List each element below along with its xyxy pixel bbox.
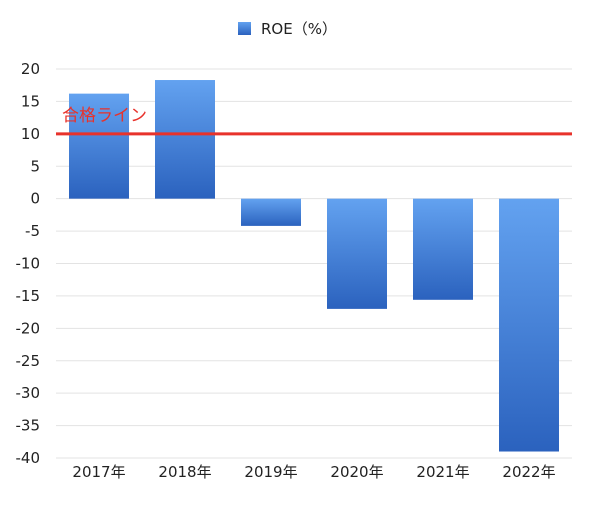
y-axis: 20 15 10 5 0 -5 -10 -15 -20 -25 -30 -35 -40 <box>16 60 41 467</box>
x-axis: 2017年 2018年 2019年 2020年 2021年 2022年 <box>72 463 555 481</box>
y-tick-label: -20 <box>16 319 41 337</box>
bar <box>241 198 301 226</box>
bar <box>499 198 559 452</box>
bar <box>69 93 129 199</box>
legend: ROE（%） <box>238 20 337 38</box>
y-tick-label: -10 <box>16 255 41 273</box>
grid <box>56 68 572 459</box>
reference-line-label: 合格ライン <box>62 106 147 126</box>
y-tick-label: -35 <box>16 417 41 435</box>
y-tick-label: -25 <box>16 352 41 370</box>
y-tick-label: 5 <box>30 157 40 175</box>
x-tick-label: 2018年 <box>158 463 211 481</box>
bar <box>155 80 215 199</box>
legend-swatch <box>238 22 251 35</box>
x-tick-label: 2022年 <box>502 463 555 481</box>
y-tick-label: 10 <box>21 125 40 143</box>
bars <box>69 80 559 452</box>
x-tick-label: 2017年 <box>72 463 125 481</box>
y-tick-label: -5 <box>25 222 40 240</box>
y-tick-label: -15 <box>16 287 41 305</box>
y-tick-label: -40 <box>16 449 41 467</box>
x-tick-label: 2020年 <box>330 463 383 481</box>
y-tick-label: 0 <box>30 190 40 208</box>
bar <box>327 198 387 309</box>
reference-line-group: 合格ライン <box>56 106 572 136</box>
x-tick-label: 2021年 <box>416 463 469 481</box>
x-tick-label: 2019年 <box>244 463 297 481</box>
legend-label: ROE（%） <box>261 20 337 38</box>
bar <box>413 198 473 300</box>
y-tick-label: -30 <box>16 384 41 402</box>
y-tick-label: 15 <box>21 92 40 110</box>
y-tick-label: 20 <box>21 60 40 78</box>
